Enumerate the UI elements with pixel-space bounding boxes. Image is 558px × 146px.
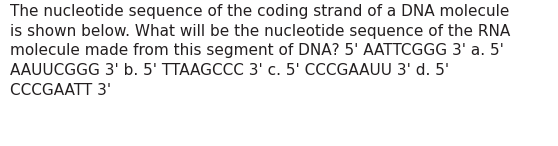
Text: The nucleotide sequence of the coding strand of a DNA molecule
is shown below. W: The nucleotide sequence of the coding st…: [10, 4, 511, 98]
